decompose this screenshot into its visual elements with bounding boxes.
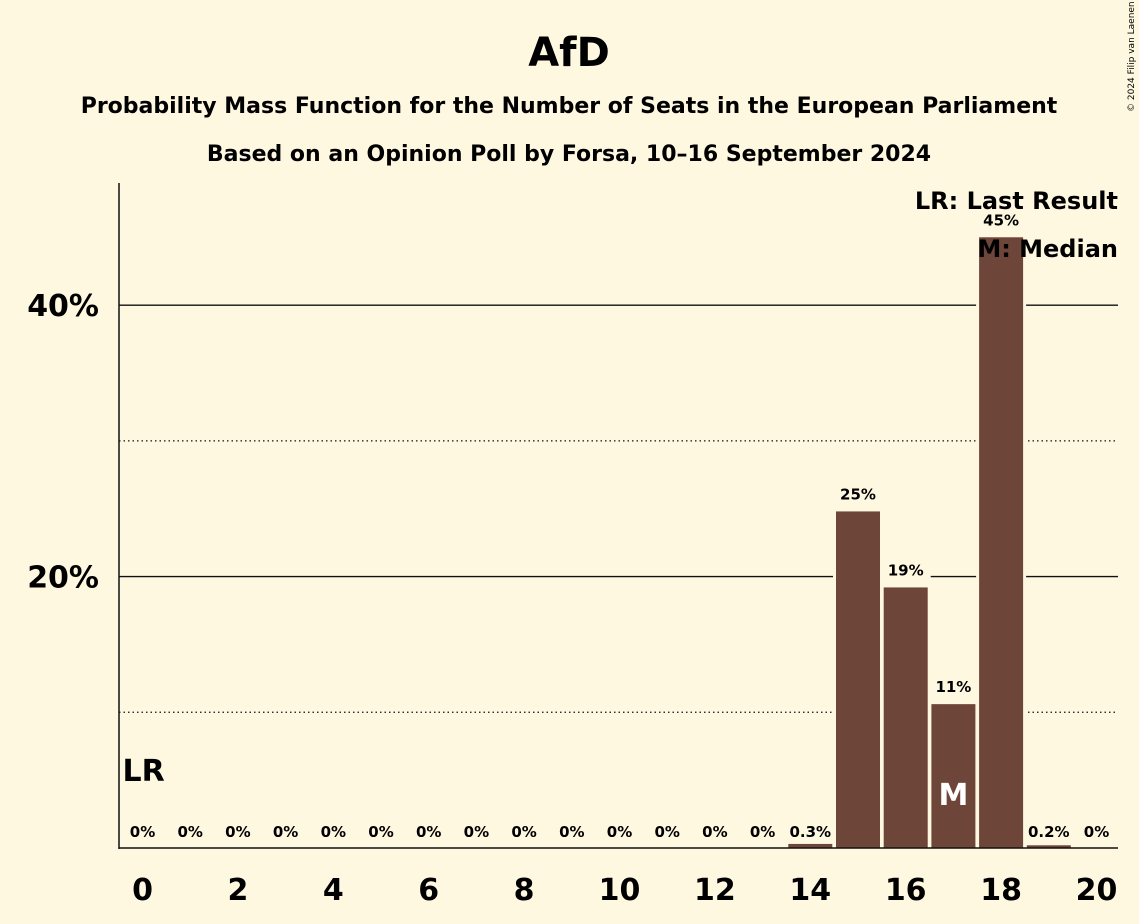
legend-median: M: Median — [977, 235, 1118, 263]
data-label: 0% — [750, 823, 775, 841]
bar-gap — [785, 817, 836, 848]
chart-title: AfD — [528, 30, 610, 76]
data-label: 0% — [225, 823, 250, 841]
chart-subtitle-poll: Based on an Opinion Poll by Forsa, 10–16… — [207, 142, 931, 167]
data-label: 0% — [511, 823, 536, 841]
chart-subtitle: Probability Mass Function for the Number… — [81, 94, 1058, 119]
bar — [1026, 845, 1071, 848]
data-label: 0% — [416, 823, 441, 841]
data-label: 25% — [840, 485, 876, 503]
x-tick-label: 14 — [789, 873, 831, 908]
data-label: 11% — [935, 678, 971, 696]
data-label: 0.3% — [789, 823, 831, 841]
copyright-notice: © 2024 Filip van Laenen — [1127, 1, 1137, 112]
bar — [979, 237, 1024, 849]
x-tick-label: 2 — [227, 873, 248, 908]
x-tick-label: 6 — [418, 873, 439, 908]
data-label: 0% — [368, 823, 393, 841]
data-label: 0.2% — [1028, 823, 1070, 841]
data-label: 19% — [888, 561, 924, 579]
legend-last-result: LR: Last Result — [915, 187, 1118, 215]
y-tick-label: 20% — [27, 561, 99, 596]
data-labels: 0% 0% 0% 0% 0% 0% 0% 0% 0% 0% 0% 0% 0% 0% 0.3% 25% 19% 11… — [130, 211, 1109, 841]
data-label: 0% — [273, 823, 298, 841]
data-label: 0% — [321, 823, 346, 841]
bar-gap — [1023, 819, 1074, 848]
data-label: 45% — [983, 211, 1019, 229]
x-tick-label: 10 — [599, 873, 641, 908]
median-marker: M — [938, 778, 968, 813]
x-tick-label: 8 — [514, 873, 535, 908]
bars — [785, 211, 1074, 849]
bar — [788, 843, 833, 848]
y-tick-label: 40% — [27, 289, 99, 324]
data-label: 0% — [559, 823, 584, 841]
axes: 20% 40% 0 2 4 6 8 10 12 14 16 18 20 — [27, 183, 1118, 908]
last-result-marker: LR — [123, 754, 165, 789]
bar — [931, 704, 976, 848]
x-tick-label: 18 — [980, 873, 1022, 908]
data-label: 0% — [702, 823, 727, 841]
data-label: 0% — [1084, 823, 1109, 841]
data-label: 0% — [464, 823, 489, 841]
bar — [836, 511, 880, 848]
data-label: 0% — [607, 823, 632, 841]
x-tick-label: 20 — [1076, 873, 1118, 908]
markers: LR M — [123, 754, 969, 813]
data-label: 0% — [130, 823, 155, 841]
x-tick-label: 4 — [323, 873, 344, 908]
x-tick-label: 12 — [694, 873, 736, 908]
x-tick-label: 0 — [132, 873, 153, 908]
x-tick-label: 16 — [885, 873, 927, 908]
data-label: 0% — [654, 823, 679, 841]
gridlines — [119, 304, 1118, 713]
data-label: 0% — [177, 823, 202, 841]
bar — [883, 587, 928, 848]
